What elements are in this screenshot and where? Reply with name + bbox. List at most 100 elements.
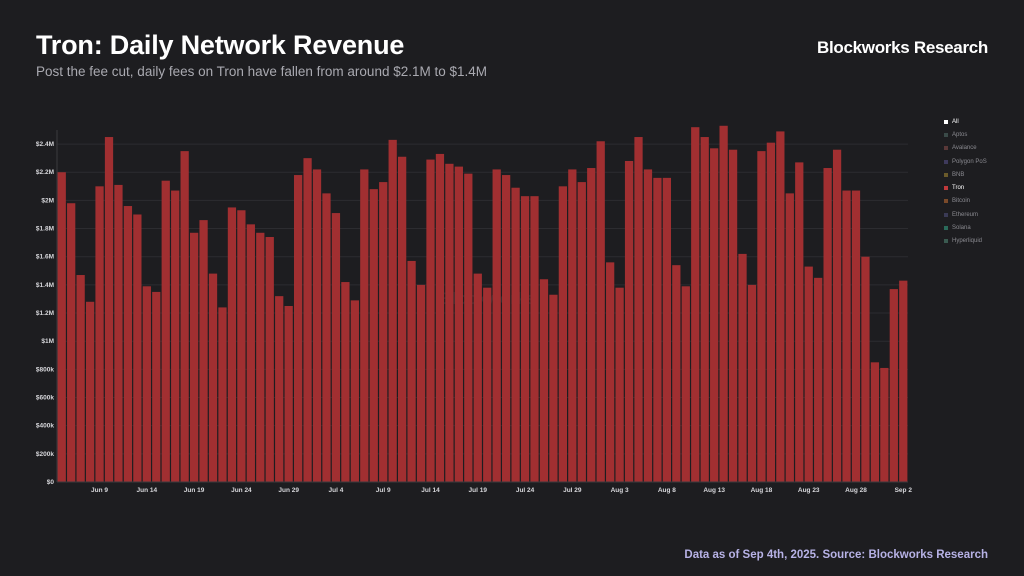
bar[interactable] [208,273,218,482]
bar[interactable] [171,190,180,482]
legend-item-tron[interactable]: Tron [944,181,1014,194]
bar[interactable] [634,137,643,483]
bar[interactable] [246,224,255,482]
bar[interactable] [161,180,170,483]
bar[interactable] [899,280,908,482]
bar[interactable] [123,206,133,483]
bar[interactable] [539,279,549,482]
bar[interactable] [473,273,482,482]
bar[interactable] [804,266,813,482]
bar[interactable] [350,300,359,482]
bar[interactable] [719,125,728,482]
bar[interactable] [445,163,454,483]
bar[interactable] [464,173,473,482]
bar[interactable] [832,149,842,482]
legend-item-ethereum[interactable]: Ethereum [944,208,1014,221]
bar[interactable] [303,158,312,482]
bar[interactable] [256,232,265,482]
legend-item-polygon-pos[interactable]: Polygon PoS [944,155,1014,168]
bar[interactable] [568,169,577,482]
bar[interactable] [133,214,142,483]
legend-item-avalance[interactable]: Avalance [944,142,1014,155]
bar[interactable] [823,168,832,483]
bar[interactable] [426,159,435,482]
bar[interactable] [502,175,511,482]
bar[interactable] [483,287,492,482]
bar[interactable] [369,189,378,483]
bar[interactable] [710,148,719,482]
bar[interactable] [728,149,738,482]
bar[interactable] [142,286,151,482]
bar[interactable] [57,172,66,483]
bar[interactable] [615,287,624,482]
bar[interactable] [672,265,681,482]
bar[interactable] [218,307,227,482]
legend-item-bnb[interactable]: BNB [944,168,1014,181]
bar[interactable] [95,186,104,482]
bar[interactable] [407,260,416,482]
bar[interactable] [624,160,634,482]
bar[interactable] [795,162,804,482]
bar[interactable] [331,213,341,482]
bar[interactable] [814,277,823,482]
bar[interactable] [766,142,776,482]
bar[interactable] [691,127,700,483]
bar[interactable] [293,175,303,482]
bar[interactable] [747,284,757,482]
bar[interactable] [861,256,870,482]
bar[interactable] [662,177,672,482]
bar[interactable] [776,131,785,482]
bar[interactable] [643,169,653,482]
bar[interactable] [152,291,161,482]
bar[interactable] [85,301,95,482]
bar[interactable] [398,156,407,482]
legend-item-hyperliquid[interactable]: Hyperliquid [944,235,1014,248]
bar[interactable] [199,220,208,482]
bar[interactable] [104,137,114,483]
bar[interactable] [577,182,586,482]
bar[interactable] [738,253,747,482]
bar[interactable] [76,275,85,482]
bar[interactable] [265,237,274,482]
bar[interactable] [388,139,397,482]
legend-item-all[interactable]: All [944,115,1014,128]
bar[interactable] [681,286,690,482]
legend-item-aptos[interactable]: Aptos [944,128,1014,141]
bar[interactable] [889,289,898,482]
bar[interactable] [700,137,709,483]
bar[interactable] [227,207,237,482]
bar[interactable] [653,177,662,482]
bar[interactable] [312,169,322,482]
bar[interactable] [454,166,463,482]
bar[interactable] [189,232,199,482]
legend-item-bitcoin[interactable]: Bitcoin [944,195,1014,208]
bar[interactable] [785,193,794,483]
bar[interactable] [360,169,369,482]
bar[interactable] [851,190,861,482]
bar[interactable] [880,367,889,482]
legend-item-solana[interactable]: Solana [944,221,1014,234]
bar[interactable] [606,262,615,482]
bar[interactable] [180,151,189,482]
bar[interactable] [322,193,331,483]
bar[interactable] [67,203,76,482]
bar[interactable] [842,190,851,482]
bar[interactable] [870,362,880,482]
bar[interactable] [530,196,539,482]
bar[interactable] [284,306,293,482]
bar[interactable] [379,182,388,482]
bar[interactable] [416,284,426,482]
bar[interactable] [237,210,246,483]
bar[interactable] [341,282,350,482]
bar[interactable] [511,187,520,482]
bar[interactable] [549,294,558,482]
bar[interactable] [492,169,501,482]
bar[interactable] [114,184,123,483]
bar[interactable] [596,141,605,482]
bar[interactable] [757,151,766,482]
bar[interactable] [558,186,567,482]
bar[interactable] [520,196,530,482]
bar[interactable] [435,153,445,482]
bar[interactable] [587,168,596,483]
bar[interactable] [275,296,284,482]
